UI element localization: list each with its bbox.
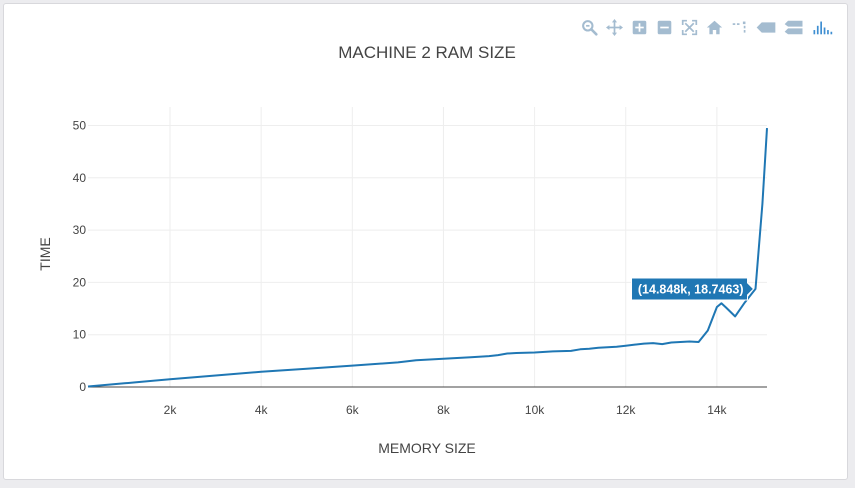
x-tick-label: 10k <box>525 403 545 417</box>
hover-label-text: (14.848k, 18.7463) <box>638 282 744 296</box>
series-line[interactable] <box>87 128 768 388</box>
x-tick-label: 14k <box>707 403 727 417</box>
zoom-out-icon[interactable] <box>655 18 674 37</box>
zoom-in-icon[interactable] <box>630 18 649 37</box>
y-tick-label: 20 <box>73 275 87 289</box>
modebar <box>580 16 833 38</box>
hover-label: (14.848k, 18.7463) <box>631 277 755 301</box>
y-tick-label: 10 <box>73 328 87 342</box>
y-tick-label: 50 <box>73 118 87 132</box>
gridlines <box>88 107 767 387</box>
chart-card <box>3 3 848 480</box>
autoscale-icon[interactable] <box>680 18 699 37</box>
x-tick-label: 4k <box>255 403 269 417</box>
y-axis-title: TIME <box>37 237 53 270</box>
x-axis-title: MEMORY SIZE <box>378 440 476 456</box>
chart-title: MACHINE 2 RAM SIZE <box>338 43 516 62</box>
hover-compare-icon[interactable] <box>783 18 805 37</box>
hover-label-box <box>631 277 755 301</box>
y-axis-ticks: 0 10 20 30 40 50 <box>73 118 87 394</box>
zoom-icon[interactable] <box>580 18 599 37</box>
y-tick-label: 0 <box>79 380 86 394</box>
spike-lines-icon[interactable] <box>730 18 749 37</box>
x-tick-label: 12k <box>616 403 636 417</box>
y-tick-label: 30 <box>73 223 87 237</box>
y-tick-label: 40 <box>73 171 87 185</box>
plotly-logo-icon[interactable] <box>811 18 833 37</box>
x-tick-label: 2k <box>164 403 178 417</box>
x-axis-ticks: 2k 4k 6k 8k 10k 12k 14k <box>164 403 728 417</box>
reset-axes-icon[interactable] <box>705 18 724 37</box>
x-tick-label: 6k <box>346 403 360 417</box>
hover-closest-icon[interactable] <box>755 18 777 37</box>
x-tick-label: 8k <box>437 403 451 417</box>
pan-icon[interactable] <box>605 18 624 37</box>
